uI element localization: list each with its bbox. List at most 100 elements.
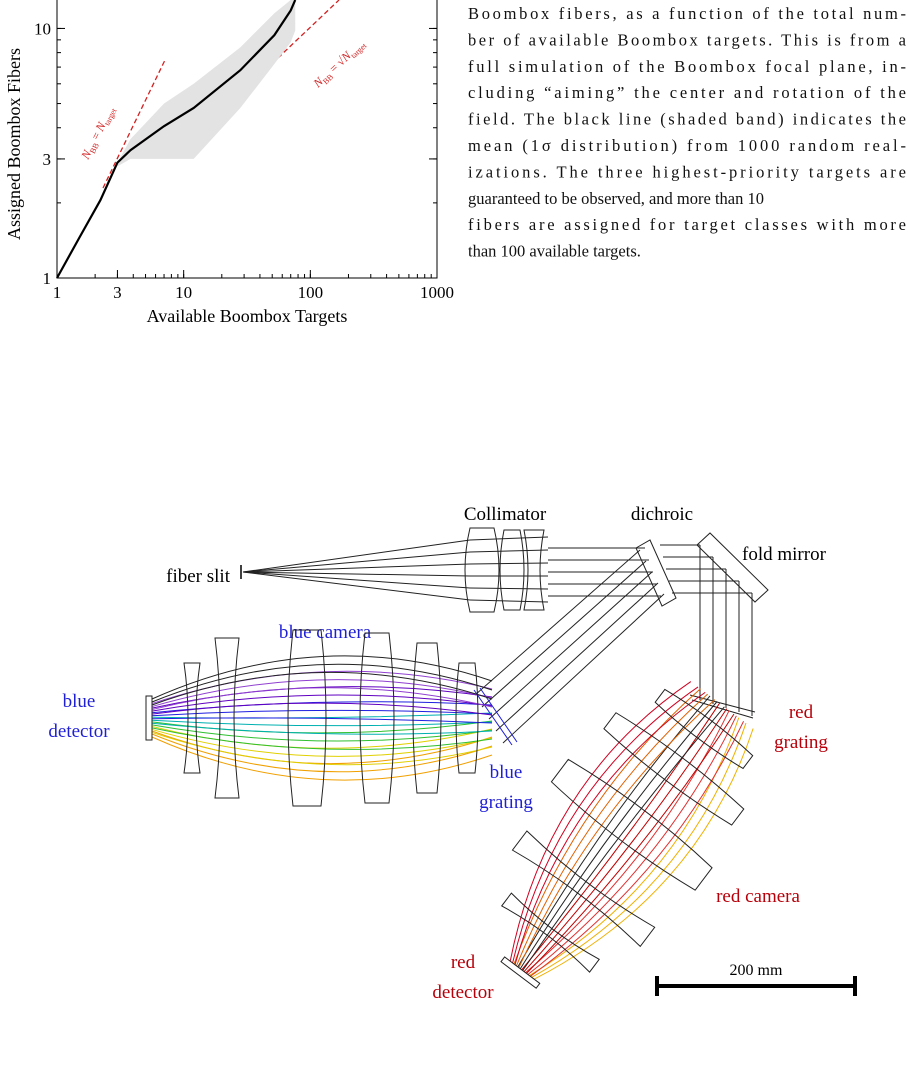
ray: [495, 582, 659, 732]
label: blue camera: [279, 622, 372, 643]
ray: [533, 728, 754, 980]
label: grating: [774, 732, 828, 753]
label: blue: [63, 691, 96, 712]
mean-line: [56, 0, 297, 279]
lens: [183, 662, 201, 774]
ray: [242, 571, 471, 577]
fold-mirror: [696, 532, 769, 603]
caption-line: than 100 available targets.: [468, 242, 641, 261]
diagram-labels: Collimator dichroic fold mirror fiber sl…: [48, 504, 857, 1003]
caption: Boombox fibers, as a function of the tot…: [468, 4, 907, 261]
x-tick-label: 3: [113, 283, 122, 302]
label: blue: [490, 762, 523, 783]
caption-line: izations. The three highest-priority tar…: [468, 162, 906, 181]
ray: [469, 562, 549, 565]
ray: [242, 539, 471, 573]
ray: [518, 699, 716, 968]
band: [117, 0, 296, 167]
ray: [529, 717, 740, 976]
ray: [151, 736, 493, 781]
label-part: =: [87, 127, 105, 145]
label: red: [789, 702, 814, 723]
x-axis-label: Available Boombox Targets: [147, 306, 348, 326]
ray: [151, 719, 493, 727]
ray: [469, 549, 549, 553]
ray: [151, 702, 493, 716]
label: detector: [432, 982, 494, 1003]
ray: [530, 721, 745, 977]
lens: [287, 629, 327, 807]
caption-line: Boombox fibers, as a function of the tot…: [468, 4, 906, 23]
x-tick-label: 100: [298, 283, 324, 302]
ray: [519, 701, 718, 969]
ray: [151, 655, 493, 700]
ray: [531, 722, 747, 978]
ray: [513, 688, 701, 965]
ray: [151, 709, 493, 717]
label-part: target: [102, 106, 119, 127]
lens: [654, 688, 754, 770]
ray: [242, 571, 471, 601]
lens: [511, 830, 656, 948]
lens: [455, 662, 479, 774]
reference-label: NBB = √Ntarget: [310, 36, 369, 93]
label: dichroic: [631, 504, 693, 525]
ray: [514, 691, 706, 965]
label: red camera: [716, 886, 800, 907]
ray: [525, 710, 730, 974]
ray: [151, 663, 493, 703]
y-tick-label: 1: [43, 269, 52, 288]
chart: Assigned Boombox Fibers Available Boombo…: [4, 0, 454, 326]
collimator: [464, 527, 545, 613]
lens: [359, 632, 395, 804]
label-part: BB: [88, 142, 101, 156]
lens: [523, 529, 545, 611]
y-tick-label: 3: [43, 150, 52, 169]
camera: [500, 681, 754, 989]
ray: [481, 560, 647, 708]
camera: [145, 629, 493, 807]
ray: [469, 536, 549, 541]
axis-frame: [56, 0, 438, 279]
ray: [474, 549, 641, 696]
label: Collimator: [464, 504, 547, 525]
label: fiber slit: [166, 566, 231, 587]
x-tick-label: 1: [53, 283, 62, 302]
ray: [526, 713, 735, 974]
caption-line: field. The black line (shaded band) indi…: [468, 110, 906, 129]
ray: [502, 593, 665, 744]
ray: [242, 551, 471, 573]
lens: [499, 529, 525, 611]
ray: [242, 571, 471, 589]
scale-label: 200 mm: [730, 962, 783, 979]
ray: [522, 706, 725, 971]
ray: [527, 715, 737, 975]
ray: [488, 571, 653, 720]
caption-line: fibers are assigned for target classes w…: [468, 215, 906, 234]
y-tick-label: 10: [34, 19, 51, 38]
ray: [515, 693, 708, 967]
y-axis-label: Assigned Boombox Fibers: [4, 48, 24, 240]
label: fold mirror: [742, 544, 827, 565]
x-tick-label: 1000: [420, 283, 454, 302]
detector: [500, 956, 541, 989]
label: grating: [479, 792, 533, 813]
ray: [521, 702, 721, 971]
ray: [151, 722, 493, 735]
ray: [151, 717, 493, 724]
caption-line: guaranteed to be observed, and more than…: [468, 189, 764, 208]
lens: [500, 892, 600, 973]
optical-layout: [145, 527, 769, 989]
ray: [517, 695, 711, 968]
ray: [469, 587, 549, 590]
ray: [523, 708, 728, 972]
ray: [512, 686, 699, 964]
caption-line: ber of available Boombox targets. This i…: [468, 30, 907, 49]
ray: [151, 733, 493, 773]
lens: [603, 712, 745, 826]
ray: [509, 681, 692, 962]
caption-line: mean (1σ distribution) from 1000 random …: [468, 136, 906, 155]
caption-line: cluding “aiming” the center and rotation…: [468, 83, 906, 102]
